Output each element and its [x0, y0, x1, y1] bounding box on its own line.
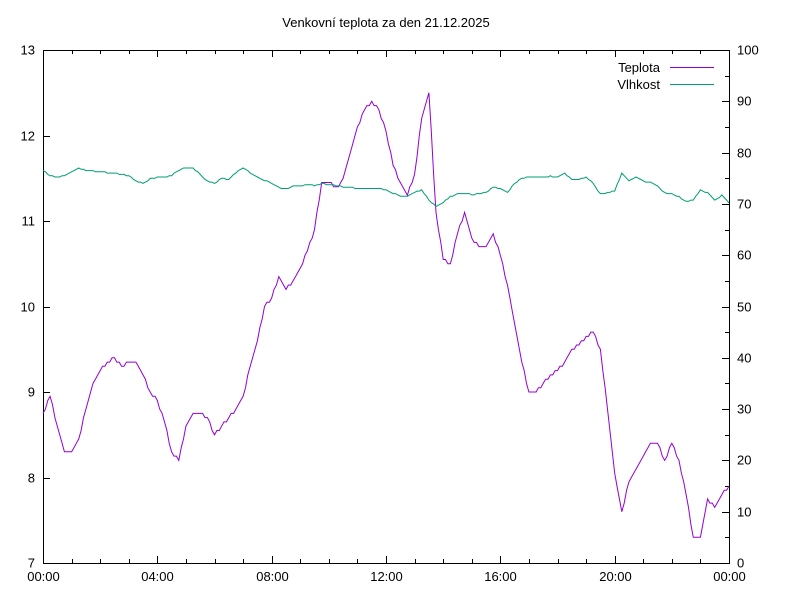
y-right-tick-label: 10 [737, 505, 751, 520]
y-right-tick-label: 100 [737, 43, 759, 58]
y-right-tick-label: 0 [737, 556, 744, 571]
x-tick-label: 00:00 [27, 569, 60, 584]
y-left-tick-label: 9 [28, 385, 35, 400]
y-right-tick-label: 20 [737, 453, 751, 468]
plot-border [43, 50, 730, 564]
y-left-tick-label: 12 [21, 129, 35, 144]
x-tick-label: 16:00 [484, 569, 517, 584]
y-left-tick-label: 11 [22, 214, 36, 229]
legend: Teplota Vlhkost [617, 59, 714, 93]
y-right-tick-label: 70 [737, 197, 751, 212]
y-right-tick-label: 90 [737, 94, 751, 109]
x-tick-label: 04:00 [141, 569, 174, 584]
y-right-tick-label: 40 [737, 351, 751, 366]
y-left-tick-label: 8 [28, 471, 35, 486]
x-tick-label: 08:00 [256, 569, 289, 584]
y-right-tick-label: 50 [737, 300, 751, 315]
y-right-tick-label: 60 [737, 248, 751, 263]
y-left-tick-label: 7 [28, 556, 35, 571]
legend-label-vlhkost: Vlhkost [617, 77, 660, 92]
x-tick-label: 00:00 [713, 569, 746, 584]
y-right-tick-label: 30 [737, 402, 751, 417]
legend-row-vlhkost: Vlhkost [617, 76, 714, 93]
legend-row-teplota: Teplota [617, 59, 714, 76]
legend-line-teplota-icon [670, 67, 714, 68]
legend-line-vlhkost-icon [670, 84, 714, 85]
x-tick-label: 20:00 [599, 569, 632, 584]
chart-title: Venkovní teplota za den 21.12.2025 [282, 15, 490, 30]
y-right-tick-label: 80 [737, 146, 751, 161]
series-line-vlhkost [42, 167, 730, 208]
y-left-tick-label: 10 [21, 300, 35, 315]
x-tick-label: 12:00 [370, 569, 403, 584]
legend-label-teplota: Teplota [618, 60, 660, 75]
series-line-teplota [42, 92, 730, 538]
y-left-tick-label: 13 [21, 43, 35, 58]
